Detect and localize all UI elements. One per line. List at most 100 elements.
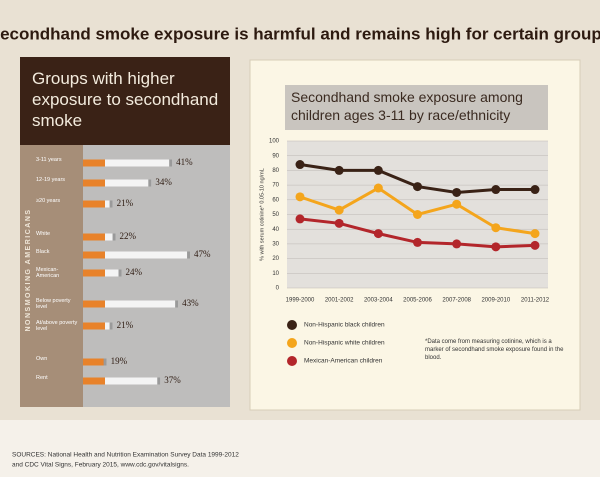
cigarette-filter (83, 269, 105, 277)
legend-label: Non-Hispanic black children (304, 322, 385, 329)
data-point (373, 165, 383, 175)
data-point (295, 160, 305, 170)
y-tick-label: 0 (276, 286, 280, 292)
cigarette-ash (187, 251, 191, 259)
data-point (295, 214, 305, 224)
cigarette-filter (83, 179, 105, 187)
value-label: 41% (176, 157, 193, 167)
y-tick-label: 10 (272, 271, 279, 277)
value-label: 24% (126, 267, 143, 277)
x-tick-label: 2011-2012 (521, 298, 550, 304)
cigarette-ash (103, 358, 107, 366)
cigarette-paper (105, 300, 179, 308)
cigarette-paper (105, 377, 161, 385)
cigarette-filter (83, 200, 105, 208)
value-label: 47% (194, 249, 211, 259)
cigarette-filter (83, 300, 105, 308)
y-tick-label: 70 (272, 183, 279, 189)
value-label: 22% (120, 231, 137, 241)
cigarette-filter (83, 322, 105, 330)
data-point (452, 199, 462, 209)
legend-swatch (287, 320, 297, 330)
x-tick-label: 2009-2010 (481, 298, 510, 304)
cigarette-ash (118, 269, 122, 277)
y-tick-label: 40 (272, 227, 279, 233)
left-title: Groups with higher exposure to secondhan… (32, 69, 219, 130)
side-label: NONSMOKING AMERICANS (25, 208, 32, 331)
category-label: 3-11 years (36, 157, 62, 163)
y-tick-label: 20 (272, 256, 279, 262)
value-label: 34% (155, 177, 172, 187)
data-point (334, 218, 344, 228)
legend-label: Mexican-American children (304, 358, 383, 365)
x-tick-label: 1999-2000 (286, 298, 315, 304)
right-title: Secondhand smoke exposure among children… (291, 89, 523, 123)
source-line: and CDC Vital Signs, February 2015, www.… (12, 462, 189, 469)
data-point (530, 240, 540, 250)
data-point (413, 210, 422, 219)
cigarette-filter (83, 251, 105, 259)
category-label: Mexican-American (36, 267, 60, 279)
data-point (530, 229, 540, 239)
cigarette-ash (175, 300, 179, 308)
cigarette-filter (83, 377, 105, 385)
cigarette-ash (112, 233, 116, 241)
data-point (334, 165, 344, 175)
category-label: Own (36, 356, 48, 362)
value-label: 37% (164, 375, 181, 385)
category-label: Rent (36, 375, 48, 381)
cigarette-ash (109, 322, 113, 330)
data-point (413, 182, 422, 192)
y-tick-label: 80 (272, 168, 279, 174)
category-label: ≥20 years (36, 198, 61, 204)
data-point (491, 242, 501, 252)
footnote: *Data come from measuring cotinine, whic… (425, 339, 564, 361)
right-title-box (285, 85, 548, 130)
left-header (20, 57, 230, 145)
cigarette-filter (83, 233, 105, 241)
data-point (452, 187, 462, 197)
data-point (334, 205, 344, 215)
data-point (413, 237, 422, 247)
left-strip (20, 145, 83, 407)
cigarette-paper (105, 269, 122, 277)
cigarette-filter (83, 358, 105, 366)
category-label: 12-19 years (36, 177, 66, 183)
cigarette-paper (105, 159, 173, 167)
data-point (491, 185, 501, 195)
cigarette-ash (148, 179, 152, 187)
x-tick-label: 2001-2002 (325, 298, 354, 304)
page-title: Secondhand smoke exposure is harmful and… (0, 24, 600, 43)
y-axis-label: % with serum cotinine* 0.05-10 ng/mL (259, 168, 265, 261)
category-label: White (36, 231, 51, 237)
y-tick-label: 30 (272, 241, 279, 247)
data-point (295, 192, 305, 202)
y-tick-label: 60 (272, 197, 279, 203)
x-tick-label: 2007-2008 (442, 298, 471, 304)
source-line: SOURCES: National Health and Nutrition E… (12, 452, 239, 459)
data-point (491, 223, 501, 233)
category-label: Below poverty level (36, 298, 71, 310)
data-point (452, 239, 462, 249)
value-label: 21% (117, 320, 134, 330)
data-point (373, 229, 383, 239)
cigarette-ash (169, 159, 173, 167)
value-label: 21% (117, 198, 134, 208)
cigarette-paper (105, 233, 116, 241)
cigarette-paper (105, 322, 113, 330)
x-tick-label: 2003-2004 (364, 298, 393, 304)
cigarette-ash (157, 377, 161, 385)
data-point (373, 183, 383, 193)
data-point (530, 185, 540, 195)
cigarette-paper (105, 200, 113, 208)
cigarette-paper (105, 179, 152, 187)
legend-label: Non-Hispanic white children (304, 340, 385, 347)
category-label: Black (36, 249, 50, 255)
y-tick-label: 100 (269, 139, 280, 145)
legend-swatch (287, 356, 297, 366)
category-label: At/above poverty level (36, 320, 78, 332)
y-tick-label: 90 (272, 153, 279, 159)
x-tick-label: 2005-2006 (403, 298, 432, 304)
